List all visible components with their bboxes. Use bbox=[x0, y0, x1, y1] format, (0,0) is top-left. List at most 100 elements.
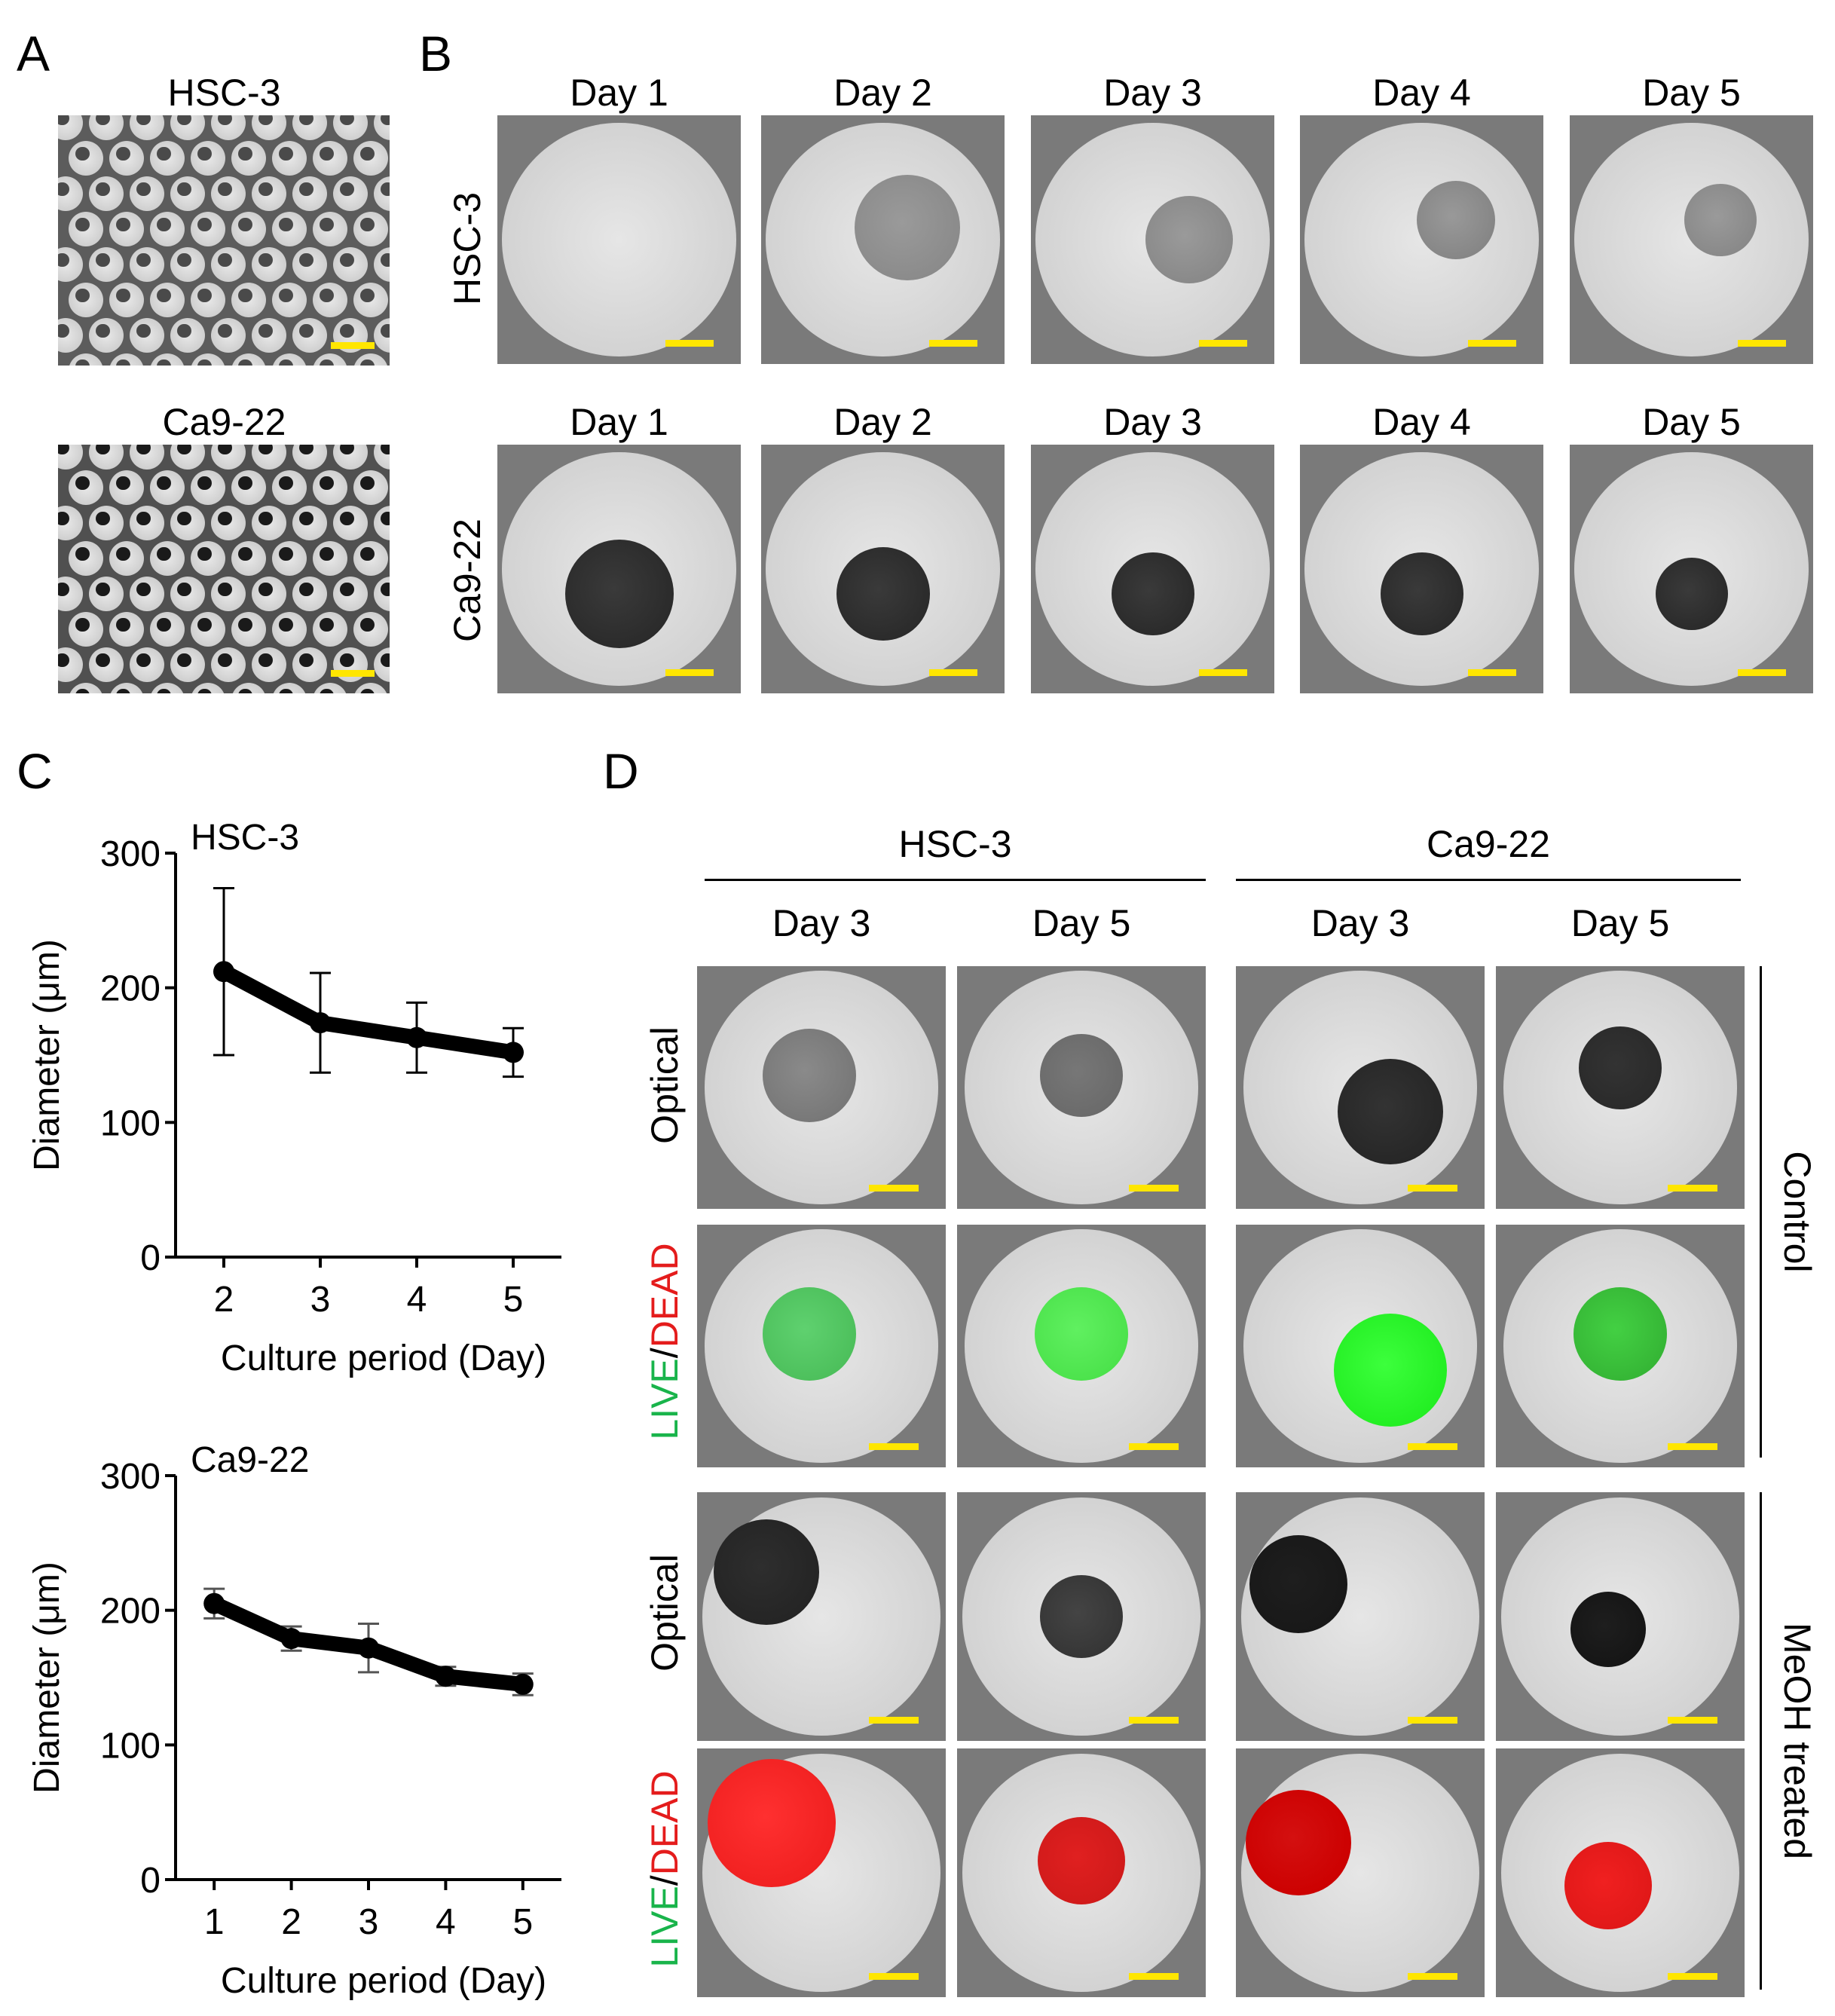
spheroid bbox=[340, 653, 354, 668]
microwell bbox=[58, 445, 83, 470]
panel-b-day-label: Day 5 bbox=[1642, 401, 1741, 443]
panel-b-day-label: Day 2 bbox=[833, 72, 932, 114]
microwell bbox=[109, 540, 144, 576]
x-tick-label: 5 bbox=[512, 1902, 533, 1942]
microwell bbox=[272, 211, 307, 246]
spheroid bbox=[58, 582, 69, 597]
spheroid bbox=[320, 359, 334, 366]
microwell bbox=[170, 115, 205, 140]
spheroid bbox=[96, 252, 110, 268]
condition-label-meoh: MeOH treated bbox=[1776, 1622, 1818, 1860]
spheroid bbox=[1040, 1575, 1123, 1658]
chart-title: Ca9-22 bbox=[191, 1440, 309, 1480]
spheroid bbox=[258, 512, 273, 526]
dead-label: DEAD bbox=[644, 1243, 686, 1348]
spheroid bbox=[157, 288, 171, 303]
panel-d-image-r2-c2 bbox=[957, 1225, 1206, 1467]
spheroid bbox=[381, 182, 390, 197]
spheroid bbox=[75, 688, 90, 693]
spheroid bbox=[96, 323, 110, 338]
microwell bbox=[353, 282, 388, 317]
spheroid bbox=[1333, 1314, 1447, 1427]
spheroid bbox=[340, 512, 354, 526]
microwell bbox=[292, 505, 327, 540]
microwell bbox=[353, 211, 388, 246]
spheroid bbox=[360, 288, 375, 303]
spheroid bbox=[1035, 1286, 1128, 1381]
microwell bbox=[292, 647, 327, 682]
microwell bbox=[89, 246, 124, 282]
scale-bar bbox=[1667, 1972, 1717, 1980]
scale-bar bbox=[1467, 668, 1517, 676]
panel-d-image-r4-c3 bbox=[1236, 1748, 1485, 1997]
microwell bbox=[252, 576, 286, 611]
spheroid bbox=[136, 653, 151, 668]
microwell bbox=[150, 540, 185, 576]
spheroid bbox=[177, 512, 191, 526]
spheroid bbox=[96, 512, 110, 526]
microwell bbox=[109, 470, 144, 505]
spheroid bbox=[279, 476, 293, 491]
panel-d-image-r4-c1 bbox=[697, 1748, 946, 1997]
panel-d-group-ca922: Ca9-22 bbox=[1427, 823, 1550, 865]
spheroid bbox=[58, 512, 69, 526]
scale-bar bbox=[1467, 339, 1517, 347]
microwell bbox=[272, 282, 307, 317]
spheroid bbox=[238, 546, 252, 561]
microwell bbox=[58, 246, 83, 282]
microwell bbox=[89, 176, 124, 211]
spheroid bbox=[96, 182, 110, 197]
scale-bar bbox=[868, 1185, 919, 1192]
dead-label: DEAD bbox=[644, 1770, 686, 1876]
microwell bbox=[130, 505, 164, 540]
microwell bbox=[150, 353, 185, 366]
y-tick-label: 100 bbox=[100, 1726, 161, 1766]
microwell bbox=[170, 445, 205, 470]
spheroid bbox=[340, 445, 354, 455]
microwell bbox=[89, 317, 124, 353]
scale-bar bbox=[1128, 1185, 1179, 1192]
spheroid bbox=[258, 252, 273, 268]
spheroid bbox=[218, 653, 232, 668]
microwell bbox=[109, 211, 144, 246]
spheroid bbox=[299, 445, 313, 455]
spheroid bbox=[197, 288, 212, 303]
panel-d-image-r4-c2 bbox=[957, 1748, 1206, 1997]
spheroid bbox=[96, 115, 110, 126]
microwell bbox=[272, 540, 307, 576]
spheroid bbox=[238, 288, 252, 303]
panel-label-d: D bbox=[603, 743, 639, 799]
panel-b-image-ca922-day2 bbox=[761, 445, 1005, 693]
microwell bbox=[130, 317, 164, 353]
microwell bbox=[374, 115, 390, 140]
panel-b-image-hsc3-day4 bbox=[1300, 115, 1543, 364]
scale-bar bbox=[1737, 339, 1787, 347]
microwell bbox=[333, 576, 368, 611]
spheroid bbox=[197, 359, 212, 366]
spheroid bbox=[218, 323, 232, 338]
spheroid bbox=[197, 617, 212, 632]
spheroid bbox=[1245, 1790, 1351, 1896]
microwell bbox=[109, 353, 144, 366]
spheroid bbox=[836, 547, 930, 641]
spheroid bbox=[218, 512, 232, 526]
spheroid bbox=[762, 1286, 856, 1381]
microwell bbox=[89, 505, 124, 540]
well bbox=[502, 122, 736, 357]
microwell bbox=[292, 445, 327, 470]
microwell bbox=[333, 176, 368, 211]
scale-bar bbox=[665, 339, 714, 347]
x-axis-label: Culture period (Day) bbox=[221, 1961, 546, 2001]
spheroid bbox=[238, 147, 252, 161]
microwell bbox=[252, 317, 286, 353]
spheroid bbox=[279, 288, 293, 303]
spheroid bbox=[299, 252, 313, 268]
y-tick-label: 200 bbox=[100, 1592, 161, 1632]
spheroid bbox=[381, 653, 390, 668]
microwell bbox=[89, 647, 124, 682]
microwell bbox=[292, 246, 327, 282]
spheroid bbox=[136, 252, 151, 268]
data-point bbox=[358, 1637, 379, 1659]
y-tick-label: 200 bbox=[100, 969, 161, 1009]
spheroid bbox=[116, 147, 130, 161]
